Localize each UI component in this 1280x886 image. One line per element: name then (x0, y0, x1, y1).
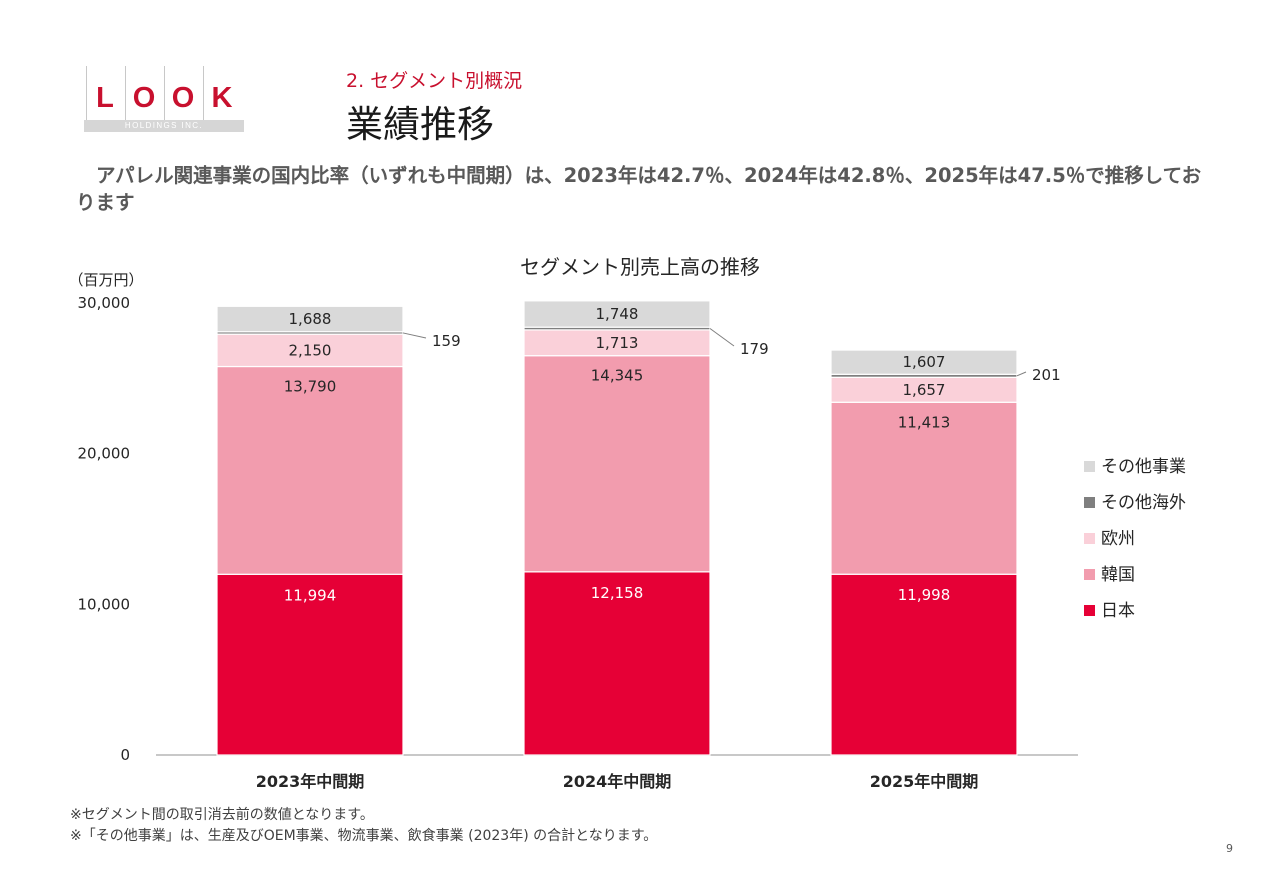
bar-segment (830, 401, 1018, 575)
y-tick-label: 30,000 (78, 294, 131, 312)
callout-line (1016, 371, 1027, 377)
y-tick-label: 10,000 (78, 595, 131, 613)
legend-label: 韓国 (1101, 565, 1135, 585)
bar-segment (830, 349, 1018, 375)
footnote: ※セグメント間の取引消去前の数値となります。 (70, 807, 374, 823)
data-label: 11,413 (898, 413, 951, 431)
legend-label: その他事業 (1101, 457, 1186, 477)
bar-segment (523, 355, 711, 573)
callout-line (402, 332, 427, 339)
footnote: ※「その他事業」は、生産及びOEM事業、物流事業、飲食事業 (2023年) の合… (70, 828, 658, 844)
legend-swatch (1084, 461, 1095, 472)
x-tick-label: 2023年中間期 (256, 772, 365, 791)
data-label: 1,688 (289, 310, 332, 328)
data-label: 11,998 (898, 586, 951, 604)
legend-label: 欧州 (1101, 529, 1135, 549)
x-tick-label: 2025年中間期 (870, 772, 979, 791)
y-tick-label: 20,000 (78, 445, 131, 463)
bar-segment (830, 376, 1018, 403)
data-label: 201 (1032, 366, 1061, 384)
chart-title: セグメント別売上高の推移 (520, 255, 760, 279)
bar-segment (216, 365, 404, 575)
bar-segment (523, 300, 711, 328)
section-label: 2. セグメント別概況 (346, 70, 523, 92)
data-label: 2,150 (289, 341, 332, 359)
data-label: 14,345 (591, 367, 644, 385)
bar-segment (523, 329, 711, 357)
x-tick-label: 2024年中間期 (563, 772, 672, 791)
legend-swatch (1084, 569, 1095, 580)
y-axis-unit: （百万円） (68, 271, 143, 289)
legend-swatch (1084, 497, 1095, 508)
logo-letter: K (203, 66, 240, 122)
company-logo: L O O K HOLDINGS INC. (84, 66, 244, 132)
page-title: 業績推移 (346, 103, 494, 146)
legend-swatch (1084, 605, 1095, 616)
data-label: 12,158 (591, 584, 644, 602)
bar-segment (830, 573, 1018, 756)
y-tick-label: 0 (120, 746, 130, 764)
data-label: 1,657 (903, 381, 946, 399)
logo-subtext: HOLDINGS INC. (84, 120, 244, 132)
data-label: 13,790 (284, 378, 337, 396)
legend-label: 日本 (1101, 601, 1135, 621)
page-number: 9 (1226, 842, 1233, 855)
data-label: 159 (432, 332, 461, 350)
logo-letter: O (125, 66, 162, 122)
legend-label: その他海外 (1101, 493, 1186, 513)
legend-swatch (1084, 533, 1095, 544)
logo-letter: O (164, 66, 201, 122)
data-label: 11,994 (284, 586, 337, 604)
logo-letter: L (86, 66, 123, 122)
data-label: 1,607 (903, 353, 946, 371)
data-label: 179 (740, 340, 769, 358)
callout-line (709, 328, 735, 347)
lead-text: アパレル関連事業の国内比率（いずれも中間期）は、2023年は42.7％、2024… (76, 164, 1202, 214)
bar-segment (523, 571, 711, 756)
bar-segment (216, 333, 404, 368)
bar-segment (216, 305, 404, 333)
data-label: 1,713 (596, 334, 639, 352)
logo-letters: L O O K (84, 66, 244, 122)
data-label: 1,748 (596, 305, 639, 323)
